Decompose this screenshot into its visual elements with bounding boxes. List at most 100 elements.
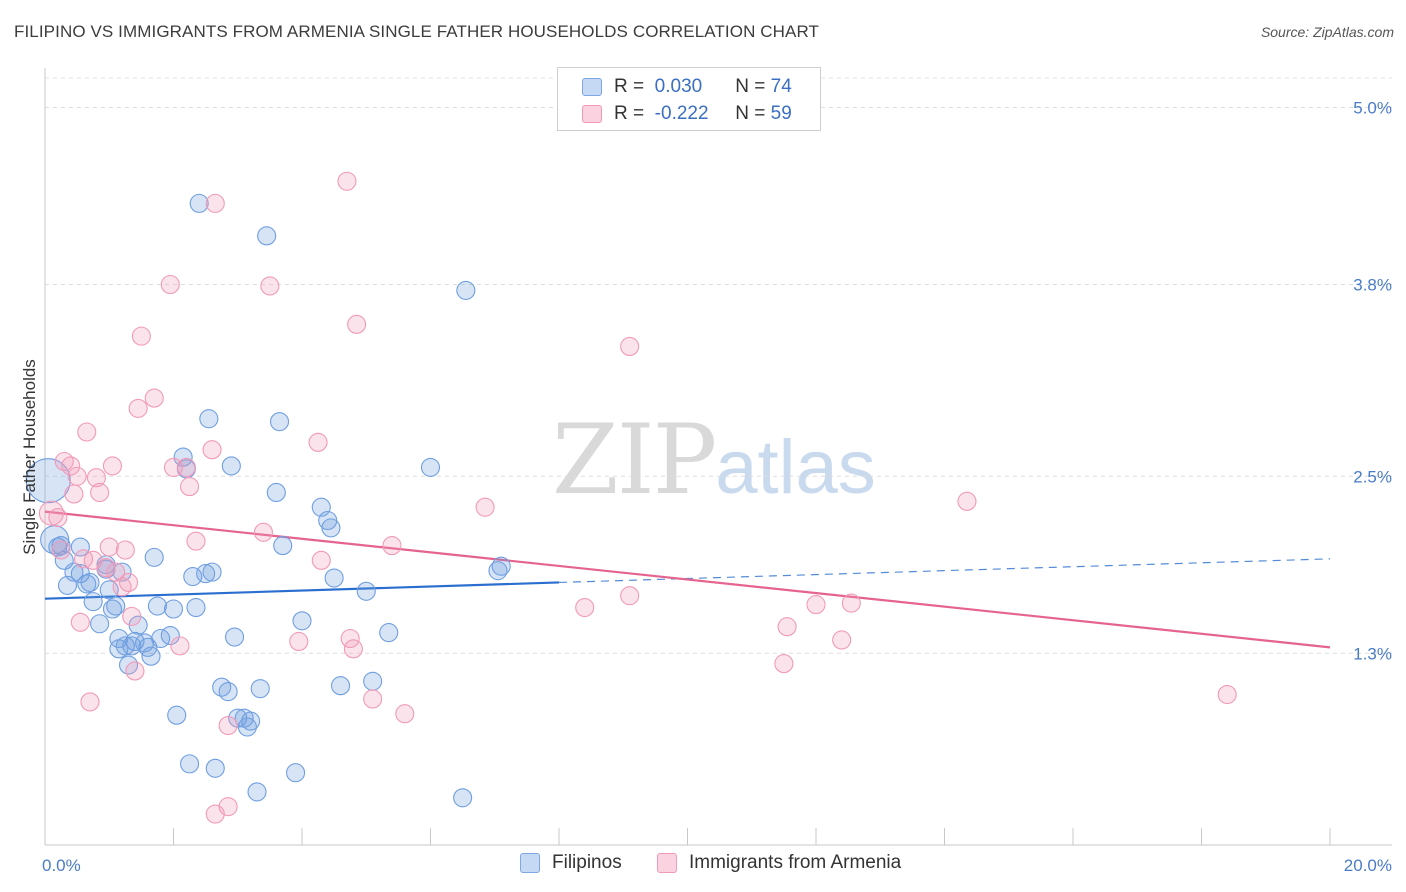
point-filipinos	[144, 547, 164, 567]
point-armenia	[841, 593, 861, 613]
point-armenia	[160, 274, 180, 295]
point-armenia	[115, 540, 135, 560]
trend-line-filipinos	[44, 581, 560, 600]
point-armenia	[957, 491, 977, 511]
legend-row-armenia: R = -0.222 N = 59	[582, 101, 792, 127]
point-armenia	[620, 336, 640, 357]
watermark-atlas: atlas	[715, 425, 876, 510]
legend-n-label: N =	[735, 103, 766, 124]
point-armenia	[806, 595, 826, 615]
point-armenia	[125, 661, 145, 681]
point-filipinos	[266, 482, 286, 503]
legend-r-value-armenia: -0.222	[654, 103, 709, 124]
point-filipinos	[199, 409, 219, 429]
point-armenia	[128, 398, 148, 418]
point-filipinos	[141, 646, 161, 666]
point-armenia	[253, 522, 274, 542]
legend-r-label: R =	[614, 76, 645, 97]
point-armenia	[180, 477, 200, 497]
point-armenia	[202, 440, 222, 460]
point-armenia	[64, 484, 84, 504]
point-filipinos	[180, 754, 200, 774]
point-filipinos	[106, 596, 126, 616]
point-armenia	[1217, 684, 1237, 705]
bottom-legend-swatch-armenia	[657, 853, 677, 873]
point-armenia	[186, 531, 206, 551]
bottom-legend-filipinos: Filipinos	[520, 852, 622, 874]
point-armenia	[67, 466, 87, 486]
point-filipinos	[286, 763, 306, 783]
legend-row-filipinos: R = 0.030 N = 74	[582, 74, 792, 100]
point-armenia	[347, 314, 367, 334]
point-filipinos	[112, 562, 132, 582]
point-filipinos	[324, 568, 344, 588]
point-armenia	[99, 537, 119, 557]
legend-swatch-armenia	[582, 105, 602, 123]
y-tick-label: 5.0%	[1353, 99, 1392, 118]
point-armenia	[205, 193, 225, 213]
point-filipinos	[330, 676, 351, 696]
point-armenia	[61, 456, 81, 476]
point-armenia	[51, 540, 71, 560]
point-armenia	[170, 636, 190, 656]
point-armenia	[48, 507, 68, 528]
point-armenia	[96, 558, 116, 578]
point-filipinos	[379, 623, 399, 643]
bottom-legend-armenia: Immigrants from Armenia	[657, 852, 901, 874]
chart-title: FILIPINO VS IMMIGRANTS FROM ARMENIA SING…	[14, 22, 820, 41]
point-filipinos	[247, 782, 267, 802]
point-filipinos	[115, 636, 135, 656]
point-armenia	[337, 171, 357, 191]
point-filipinos	[70, 537, 90, 557]
trend-lines	[44, 510, 1331, 649]
point-filipinos	[453, 788, 473, 808]
point-armenia	[777, 617, 797, 637]
point-armenia	[144, 388, 164, 408]
point-filipinos	[218, 682, 238, 702]
point-armenia	[620, 586, 640, 606]
point-armenia	[70, 612, 90, 632]
point-filipinos	[196, 564, 216, 584]
point-armenia	[218, 715, 238, 736]
bottom-legend-label-filipinos: Filipinos	[552, 852, 622, 873]
point-filipinos	[273, 536, 293, 556]
legend-r-label: R =	[614, 103, 645, 124]
point-armenia	[475, 497, 495, 517]
point-filipinos	[64, 562, 84, 582]
bottom-legend-swatch-filipinos	[520, 853, 540, 873]
axis-labels: 1.3% 2.5% 3.8% 5.0% 0.0% 20.0% Single Father H…	[20, 99, 1392, 876]
point-armenia	[176, 457, 196, 477]
point-filipinos	[202, 562, 222, 582]
point-armenia	[832, 630, 852, 650]
point-armenia	[308, 432, 328, 452]
point-armenia	[260, 276, 280, 296]
point-armenia	[86, 468, 106, 488]
point-filipinos	[491, 556, 511, 576]
point-armenia	[289, 631, 309, 652]
y-tick-label: 3.8%	[1353, 276, 1392, 295]
watermark-zip: ZIP	[552, 404, 717, 516]
point-filipinos	[80, 572, 100, 593]
point-filipinos	[25, 458, 71, 504]
axes	[44, 68, 1392, 846]
point-armenia	[382, 536, 402, 556]
point-armenia	[122, 606, 142, 626]
point-filipinos	[167, 705, 187, 725]
watermark: ZIPatlas	[552, 404, 876, 516]
point-filipinos	[83, 592, 103, 612]
point-armenia	[74, 549, 94, 569]
point-armenia	[395, 704, 415, 724]
x-tick-label: 0.0%	[42, 856, 81, 875]
point-filipinos	[292, 611, 312, 631]
point-armenia	[38, 500, 64, 526]
legend-n-value-armenia: 59	[770, 103, 792, 124]
legend-r-value-filipinos: 0.030	[654, 76, 703, 97]
point-filipinos	[51, 536, 71, 556]
point-filipinos	[102, 599, 123, 619]
point-armenia	[340, 628, 360, 649]
point-filipinos	[90, 614, 110, 634]
point-armenia	[575, 597, 595, 618]
point-filipinos	[250, 679, 270, 699]
y-axis-title: Single Father Households	[20, 359, 39, 555]
point-armenia	[218, 797, 238, 817]
